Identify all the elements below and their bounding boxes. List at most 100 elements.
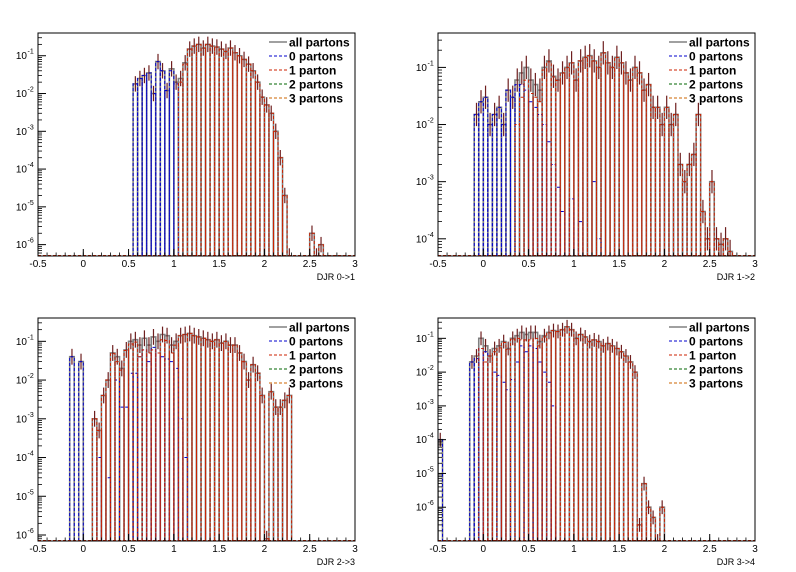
bin-bar bbox=[128, 372, 134, 541]
legend-label-3-partons: 3 partons bbox=[289, 92, 343, 106]
x-tick-label: 0.5 bbox=[522, 544, 536, 555]
x-tick-label: 0 bbox=[81, 544, 87, 555]
legend-label-all-partons: all partons bbox=[289, 321, 350, 335]
plot-frame bbox=[37, 317, 356, 542]
legend-label-all-partons: all partons bbox=[689, 321, 750, 335]
x-tick-label: 0 bbox=[81, 259, 87, 270]
bin-bar bbox=[438, 439, 444, 541]
bin-bar bbox=[559, 72, 566, 256]
bin-bar bbox=[191, 45, 197, 256]
bin-bar bbox=[168, 361, 175, 541]
y-tick-label: 10 bbox=[416, 334, 428, 345]
legend-label-0-partons: 0 partons bbox=[689, 50, 743, 64]
x-tick-label: 1.5 bbox=[612, 259, 626, 270]
x-axis: -0.5 0 0.5 1 1.5 2 2.5 3 DJR 3->4 bbox=[429, 534, 758, 567]
bin-bar bbox=[277, 157, 284, 256]
bin-bar bbox=[695, 113, 702, 256]
x-axis-title: DJR 3->4 bbox=[717, 557, 755, 567]
bin-bar bbox=[650, 516, 656, 541]
x-axis: -0.5 0 0.5 1 1.5 2 2.5 3 DJR 0->1 bbox=[29, 249, 358, 282]
bin-bar bbox=[491, 371, 498, 541]
legend-label-2-partons: 2 partons bbox=[289, 363, 343, 377]
bin-bar bbox=[586, 55, 593, 256]
legend-label-2-partons: 2 partons bbox=[689, 363, 743, 377]
bin-bar bbox=[268, 112, 274, 256]
legend-label-1-parton: 1 parton bbox=[289, 349, 336, 363]
x-tick-label: 3 bbox=[752, 259, 758, 270]
bin-bar bbox=[218, 342, 225, 541]
bin-bar bbox=[78, 361, 84, 541]
bin-bar bbox=[523, 79, 530, 256]
x-tick-label: -0.5 bbox=[29, 259, 47, 270]
legend-label-0-partons: 0 partons bbox=[289, 335, 343, 349]
x-tick-label: 1 bbox=[171, 544, 177, 555]
bin-bar bbox=[482, 361, 489, 541]
legend-label-3-partons: 3 partons bbox=[689, 377, 743, 391]
x-tick-label: 3 bbox=[352, 544, 358, 555]
bin-bar bbox=[286, 394, 293, 541]
y-tick-exponent: -4 bbox=[428, 232, 434, 239]
bin-bar bbox=[146, 72, 152, 256]
bin-bar bbox=[254, 372, 261, 541]
bin-bar bbox=[596, 238, 602, 256]
bin-bar bbox=[200, 47, 207, 256]
bin-bar bbox=[605, 62, 611, 256]
x-tick-label: 2.5 bbox=[303, 544, 317, 555]
bin-bar bbox=[623, 72, 629, 256]
x-tick-label: 2 bbox=[662, 259, 668, 270]
bin-bar bbox=[514, 337, 521, 541]
y-tick-exponent: -3 bbox=[428, 399, 434, 406]
bin-bar bbox=[137, 77, 143, 256]
bin-bar bbox=[659, 506, 665, 541]
bin-bar bbox=[223, 340, 229, 541]
bin-bar bbox=[722, 238, 729, 256]
bin-bar bbox=[618, 351, 625, 541]
y-tick-label: 10 bbox=[16, 202, 28, 213]
bin-bar bbox=[259, 96, 265, 256]
bin-bar bbox=[605, 343, 611, 541]
bin-bar bbox=[505, 89, 511, 256]
bin-bar bbox=[132, 372, 139, 541]
x-tick-label: -0.5 bbox=[429, 259, 447, 270]
x-tick-label: 2 bbox=[262, 544, 268, 555]
x-tick-label: 0 bbox=[481, 259, 487, 270]
y-tick-exponent: -1 bbox=[428, 60, 434, 67]
bin-bar bbox=[627, 79, 634, 256]
x-tick-label: -0.5 bbox=[429, 544, 447, 555]
bin-bar bbox=[209, 45, 216, 256]
y-tick-label: 10 bbox=[16, 51, 28, 62]
bin-bar bbox=[482, 351, 489, 541]
y-tick-label: 10 bbox=[416, 177, 428, 188]
bin-bar bbox=[227, 344, 234, 541]
bin-bar bbox=[627, 361, 634, 541]
y-axis: 10-110-210-310-4 bbox=[416, 32, 446, 257]
y-tick-exponent: -6 bbox=[28, 238, 34, 245]
x-tick-label: 0.5 bbox=[122, 259, 136, 270]
series-0-partons bbox=[132, 61, 179, 256]
bin-bar bbox=[227, 47, 234, 256]
bin-bar bbox=[541, 371, 548, 541]
x-tick-label: 2.5 bbox=[703, 544, 717, 555]
y-tick-label: 10 bbox=[416, 469, 428, 480]
bin-bar bbox=[309, 232, 315, 256]
x-axis: -0.5 0 0.5 1 1.5 2 2.5 3 DJR 2->3 bbox=[29, 534, 358, 567]
y-tick-exponent: -5 bbox=[28, 200, 34, 207]
x-tick-label: 0 bbox=[481, 544, 487, 555]
bin-bar bbox=[114, 361, 121, 541]
bin-bar bbox=[146, 361, 152, 541]
bin-bar bbox=[573, 337, 579, 541]
bin-bar bbox=[609, 66, 616, 256]
bin-bar bbox=[209, 340, 216, 541]
legend-label-1-parton: 1 parton bbox=[689, 349, 736, 363]
bin-bar bbox=[318, 244, 324, 256]
y-tick-label: 10 bbox=[16, 453, 28, 464]
series-1-parton bbox=[177, 43, 346, 256]
y-tick-label: 10 bbox=[16, 376, 28, 387]
bin-bar bbox=[709, 181, 715, 256]
x-axis-title: DJR 1->2 bbox=[717, 272, 755, 282]
bin-bar bbox=[232, 344, 238, 541]
